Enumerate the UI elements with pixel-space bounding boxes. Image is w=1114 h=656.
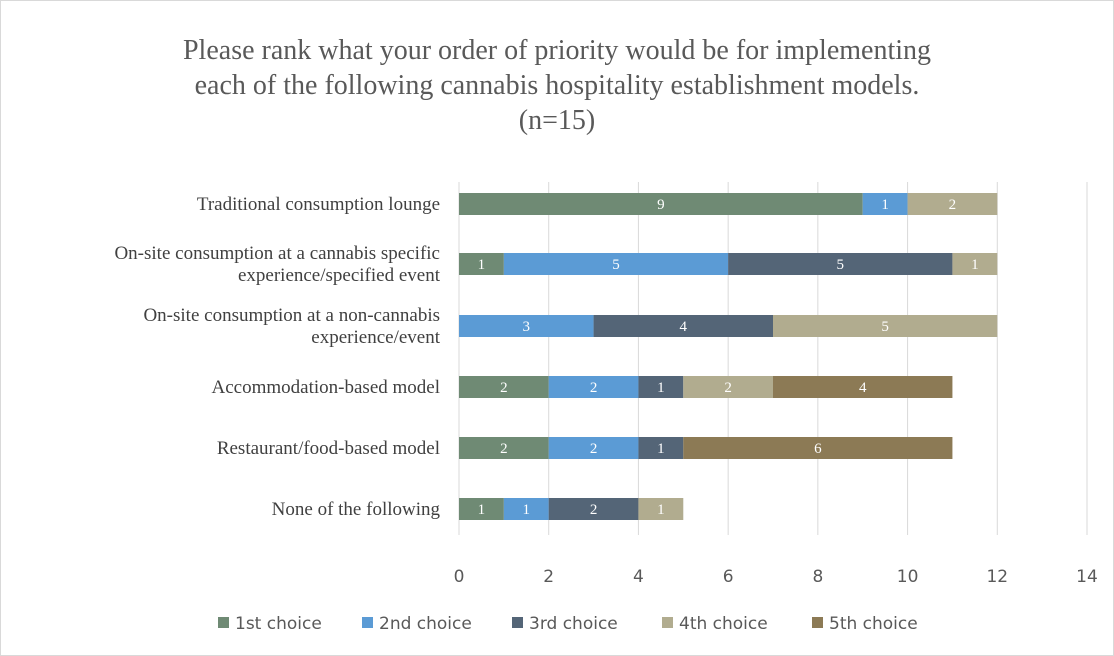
category-label: Accommodation-based model [212,377,440,398]
chart-title: Please rank what your order of priority … [183,35,931,136]
category-label: experience/specified event [238,265,441,286]
category-label: Restaurant/food-based model [217,438,440,459]
data-label-3-1: 2 [590,380,598,396]
bar-segment-3-2 [638,376,684,398]
bar-segment-5-0 [459,498,504,520]
category-label: On-site consumption at a cannabis specif… [114,243,440,264]
category-labels: Traditional consumption lounge On-site co… [114,194,440,520]
x-axis-ticks: 0 2 4 6 8 10 12 14 [454,567,1098,587]
category-label: experience/event [311,327,440,348]
bar-segment-2-2 [593,315,773,337]
data-label-1-3: 1 [971,257,979,273]
bar-segment-5-3 [638,498,684,520]
bar-segment-4-0 [459,437,549,459]
data-label-1-0: 1 [478,257,486,273]
bar-segment-5-1 [503,498,549,520]
bar-segment-2-1 [459,315,594,337]
data-label-0-3: 2 [949,197,957,213]
bars: 9 1 21 5 5 13 4 52 2 1 2 42 2 1 61 1 2 1 [459,193,998,520]
legend-swatch-2 [512,617,523,628]
data-label-0-0: 9 [657,197,665,213]
data-label-2-3: 5 [881,319,889,335]
data-label-0-1: 1 [881,197,889,213]
bar-segment-1-1 [503,253,729,275]
legend-entry-label: 5th choice [829,614,918,634]
category-label: Traditional consumption lounge [197,194,440,215]
legend-swatch-1 [362,617,373,628]
chart-title-line: Please rank what your order of priority … [183,35,931,66]
x-tick-label: 4 [633,567,644,587]
chart-title-line: (n=15) [519,105,595,136]
x-tick-label: 2 [543,567,554,587]
legend-entry-label: 3rd choice [529,614,618,634]
bar-segment-4-4 [683,437,953,459]
bar-segment-4-1 [548,437,639,459]
x-tick-label: 6 [723,567,734,587]
data-label-2-2: 4 [680,319,688,335]
bar-segment-3-4 [773,376,953,398]
bar-segment-3-3 [683,376,773,398]
x-tick-label: 10 [897,567,919,587]
bar-segment-2-3 [773,315,998,337]
chart-title-line: each of the following cannabis hospitali… [195,70,920,101]
data-label-1-2: 5 [837,257,845,273]
bar-segment-0-1 [862,193,908,215]
data-label-1-1: 5 [612,257,620,273]
data-label-3-3: 2 [724,380,732,396]
legend-entry-label: 2nd choice [379,614,472,634]
legend-entry-label: 1st choice [235,614,322,634]
data-label-4-1: 2 [590,441,598,457]
x-tick-label: 0 [454,567,465,587]
bar-segment-0-3 [907,193,998,215]
gridlines [458,182,1088,535]
legend: 1st choice 2nd choice 3rd choice 4th choice… [218,614,918,634]
data-label-4-0: 2 [500,441,508,457]
data-label-5-0: 1 [478,502,486,518]
data-label-4-4: 6 [814,441,822,457]
bar-segment-4-2 [638,437,684,459]
data-label-2-1: 3 [523,319,531,335]
data-label-3-4: 4 [859,380,867,396]
bar-segment-3-0 [459,376,549,398]
x-tick-label: 12 [986,567,1008,587]
x-tick-label: 8 [812,567,823,587]
category-label: None of the following [272,499,441,520]
bar-segment-1-3 [952,253,998,275]
bar-segment-0-0 [459,193,863,215]
legend-swatch-0 [218,617,229,628]
legend-entry-label: 4th choice [679,614,768,634]
data-label-4-2: 1 [657,441,665,457]
legend-swatch-3 [662,617,673,628]
legend-swatch-4 [812,617,823,628]
data-label-5-3: 1 [657,502,665,518]
x-tick-label: 14 [1076,567,1098,587]
data-label-3-0: 2 [500,380,508,396]
data-label-3-2: 1 [657,380,665,396]
bar-segment-1-2 [728,253,953,275]
category-label: On-site consumption at a non-cannabis [143,305,440,326]
data-label-5-1: 1 [523,502,531,518]
data-label-5-2: 2 [590,502,598,518]
bar-segment-1-0 [459,253,504,275]
bar-segment-3-1 [548,376,639,398]
bar-segment-5-2 [548,498,639,520]
